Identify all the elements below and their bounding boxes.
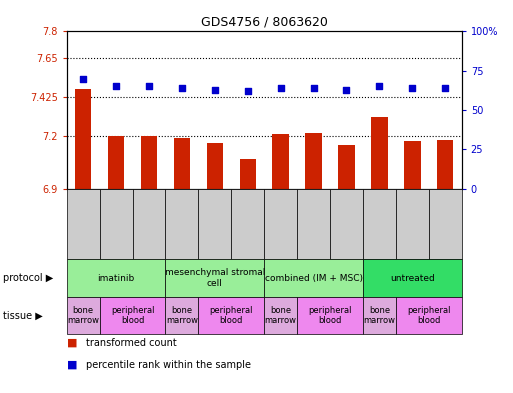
Bar bbox=[240, 159, 256, 189]
Text: protocol ▶: protocol ▶ bbox=[3, 273, 53, 283]
Point bbox=[441, 85, 449, 91]
Text: untreated: untreated bbox=[390, 274, 435, 283]
Point bbox=[408, 85, 417, 91]
Bar bbox=[141, 136, 157, 189]
Text: ■: ■ bbox=[67, 360, 77, 369]
Bar bbox=[272, 134, 289, 189]
Bar bbox=[338, 145, 354, 189]
Point bbox=[342, 86, 350, 93]
Text: mesenchymal stromal
cell: mesenchymal stromal cell bbox=[165, 268, 265, 288]
Bar bbox=[75, 89, 91, 189]
Bar bbox=[371, 117, 388, 189]
Point bbox=[79, 75, 87, 82]
Text: transformed count: transformed count bbox=[86, 338, 177, 348]
Text: tissue ▶: tissue ▶ bbox=[3, 310, 42, 320]
Point bbox=[244, 88, 252, 94]
Text: peripheral
blood: peripheral blood bbox=[209, 306, 253, 325]
Bar bbox=[108, 136, 124, 189]
Point bbox=[178, 85, 186, 91]
Bar bbox=[305, 133, 322, 189]
Text: percentile rank within the sample: percentile rank within the sample bbox=[86, 360, 251, 369]
Point bbox=[145, 83, 153, 90]
Bar bbox=[207, 143, 223, 189]
Point bbox=[211, 86, 219, 93]
Text: bone
marrow: bone marrow bbox=[67, 306, 99, 325]
Point bbox=[309, 85, 318, 91]
Point bbox=[277, 85, 285, 91]
Text: peripheral
blood: peripheral blood bbox=[111, 306, 154, 325]
Text: bone
marrow: bone marrow bbox=[265, 306, 297, 325]
Text: bone
marrow: bone marrow bbox=[363, 306, 396, 325]
Bar bbox=[437, 140, 453, 189]
Title: GDS4756 / 8063620: GDS4756 / 8063620 bbox=[201, 16, 328, 29]
Text: peripheral
blood: peripheral blood bbox=[308, 306, 352, 325]
Text: bone
marrow: bone marrow bbox=[166, 306, 198, 325]
Point bbox=[112, 83, 120, 90]
Text: imatinib: imatinib bbox=[97, 274, 135, 283]
Bar bbox=[404, 141, 421, 189]
Point bbox=[376, 83, 384, 90]
Text: peripheral
blood: peripheral blood bbox=[407, 306, 450, 325]
Bar bbox=[174, 138, 190, 189]
Text: combined (IM + MSC): combined (IM + MSC) bbox=[265, 274, 363, 283]
Text: ■: ■ bbox=[67, 338, 77, 348]
